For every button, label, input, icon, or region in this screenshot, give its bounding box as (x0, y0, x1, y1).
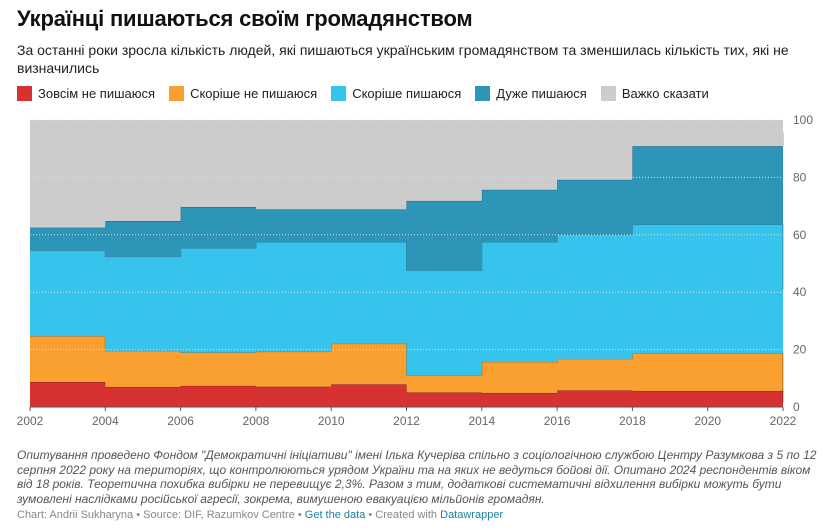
x-axis: 2002 2004 2006 2008 2010 2012 2014 2016 2018 2020… (17, 406, 797, 428)
footer-author: Chart: Andrii Sukharyna (17, 509, 134, 521)
x-tick-label: 2012 (393, 414, 420, 428)
legend-swatch (600, 86, 616, 101)
x-tick-label: 2020 (694, 414, 721, 428)
legend-item-rather-not: Скоріше не пишаюся (169, 86, 317, 101)
y-tick-label: 0 (793, 400, 800, 414)
legend-swatch (169, 86, 185, 101)
legend-label: Скоріше пишаюся (352, 86, 462, 101)
legend-swatch (475, 86, 491, 101)
area-5 (30, 120, 783, 228)
y-tick-label: 80 (793, 170, 807, 184)
chart-subtitle: За останні роки зросла кількість людей, … (17, 42, 789, 76)
x-tick-label: 2016 (544, 414, 571, 428)
area-1 (30, 382, 783, 407)
x-tick-label: 2014 (468, 414, 495, 428)
footer-separator: • (136, 509, 141, 521)
footer-created-with: Created with (375, 509, 438, 521)
legend-item-hard-to-say: Важко сказати (600, 86, 709, 101)
y-tick-label: 40 (793, 285, 807, 299)
footer-source: Source: DIF, Razumkov Centre (143, 509, 295, 521)
stacked-area-chart: 0 20 40 60 80 100 2002 2004 2006 2008 2010 2012 201… (17, 113, 814, 428)
legend-label: Скоріше не пишаюся (190, 86, 318, 101)
x-tick-label: 2004 (92, 414, 119, 428)
x-tick-label: 2022 (770, 414, 797, 428)
y-tick-label: 60 (793, 228, 807, 242)
y-tick-label: 20 (793, 343, 807, 357)
footer-separator: • (368, 509, 373, 521)
chart-title: Українці пишаються своїм громадянством (17, 6, 473, 31)
chart-footer: Chart: Andrii Sukharyna • Source: DIF, R… (17, 509, 503, 521)
x-tick-label: 2002 (17, 414, 44, 428)
legend-label: Зовсім не пишаюся (38, 86, 156, 101)
legend: Зовсім не пишаюся Скоріше не пишаюся Ско… (17, 86, 723, 101)
legend-item-rather-proud: Скоріше пишаюся (331, 86, 461, 101)
area-layer (30, 120, 784, 407)
x-tick-label: 2006 (167, 414, 194, 428)
legend-label: Дуже пишаюся (496, 86, 587, 101)
legend-swatch (17, 86, 32, 101)
legend-swatch (331, 86, 347, 101)
datawrapper-link[interactable]: Datawrapper (440, 509, 504, 521)
x-tick-label: 2010 (318, 414, 345, 428)
legend-item-not-at-all: Зовсім не пишаюся (17, 86, 155, 101)
legend-item-very-proud: Дуже пишаюся (475, 86, 587, 101)
y-tick-label: 100 (793, 113, 813, 127)
legend-label: Важко сказати (621, 86, 709, 101)
y-axis: 0 20 40 60 80 100 (793, 113, 813, 414)
x-tick-label: 2018 (619, 414, 646, 428)
footer-separator: • (297, 509, 302, 521)
chart-notes: Опитування проведено Фондом "Демократичн… (17, 448, 817, 506)
get-the-data-link[interactable]: Get the data (304, 509, 366, 521)
area-4 (30, 132, 783, 290)
x-tick-label: 2008 (243, 414, 270, 428)
